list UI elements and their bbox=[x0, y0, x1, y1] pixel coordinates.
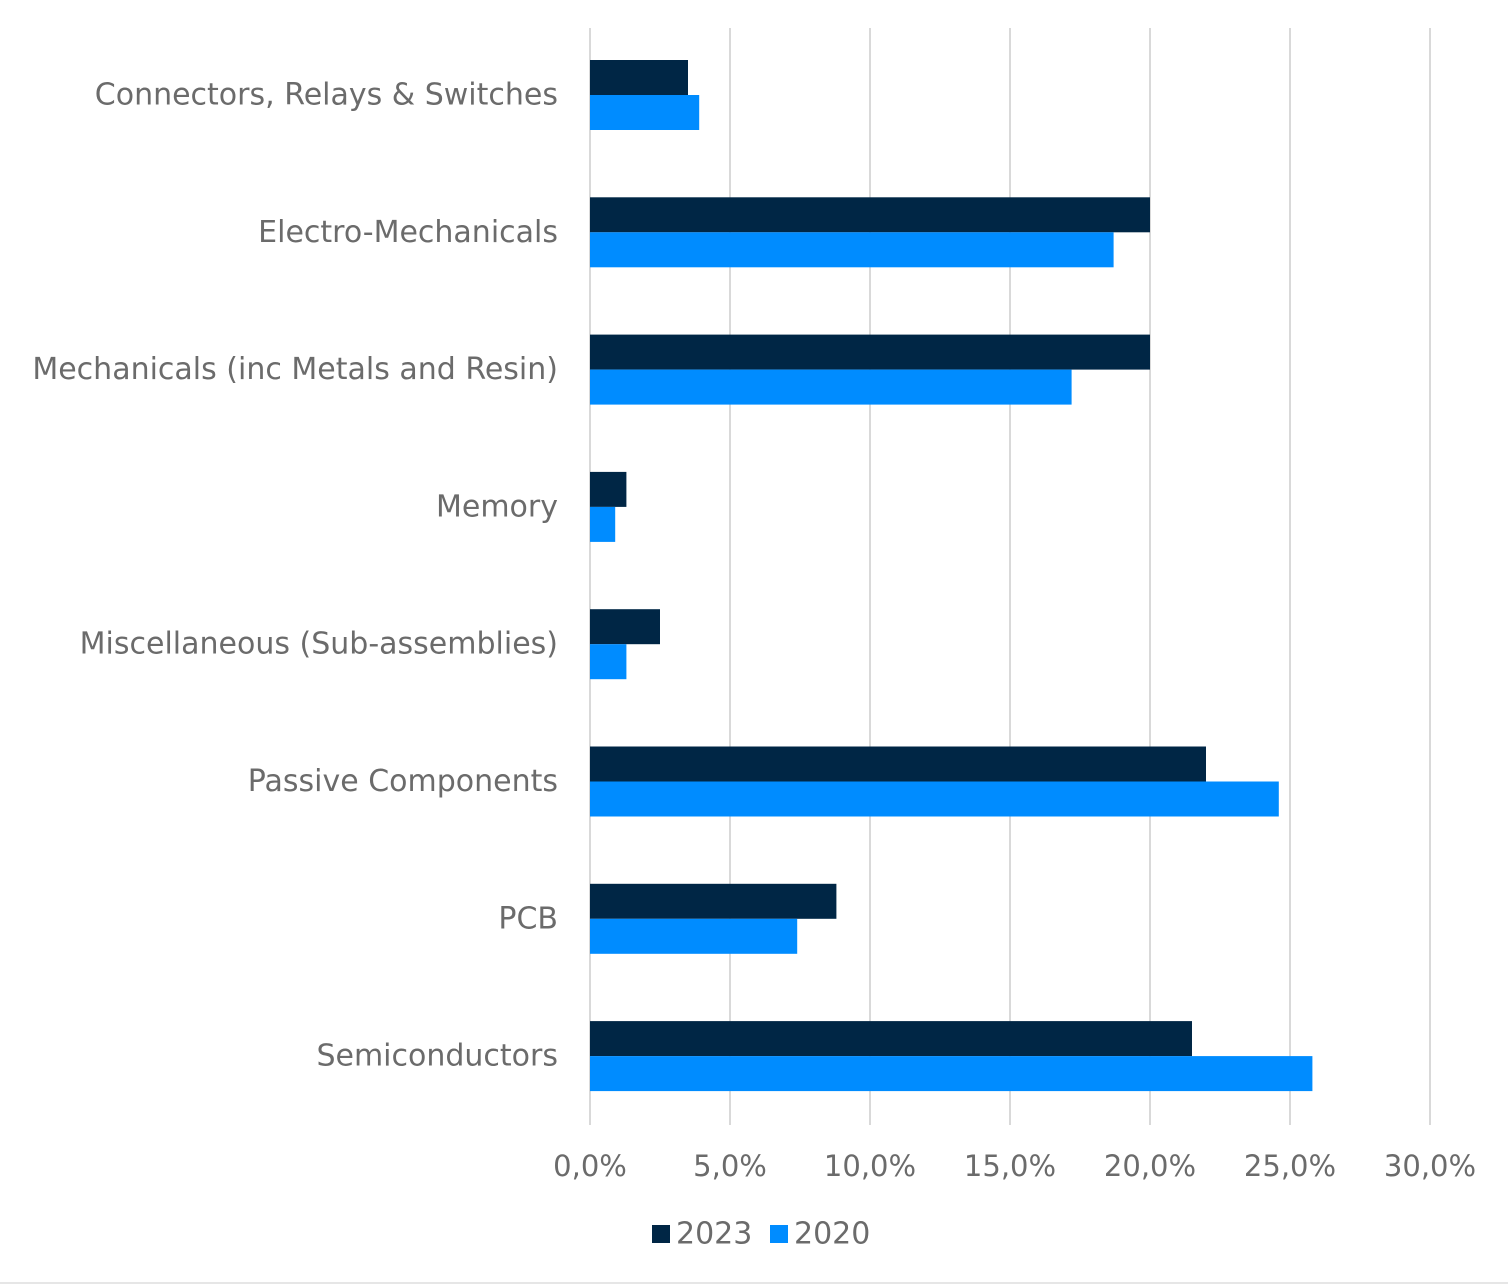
bar-layer bbox=[590, 60, 1313, 1092]
legend-swatch-2020 bbox=[770, 1225, 788, 1243]
bar-2020-7 bbox=[590, 1056, 1313, 1092]
bar-2023-5 bbox=[590, 746, 1206, 782]
bar-2023-0 bbox=[590, 60, 688, 95]
category-label: Miscellaneous (Sub-assemblies) bbox=[80, 627, 558, 662]
x-tick-label: 10,0% bbox=[824, 1149, 916, 1183]
x-tick-label: 25,0% bbox=[1244, 1149, 1336, 1183]
bar-2023-7 bbox=[590, 1021, 1192, 1057]
bar-2023-1 bbox=[590, 197, 1150, 233]
bar-2020-2 bbox=[590, 369, 1072, 405]
bar-2020-3 bbox=[590, 506, 616, 542]
bar-2020-1 bbox=[590, 232, 1114, 268]
bar-2023-2 bbox=[590, 334, 1150, 370]
x-tick-label: 20,0% bbox=[1104, 1149, 1196, 1183]
category-label: Memory bbox=[436, 489, 558, 524]
category-label: PCB bbox=[498, 901, 558, 936]
grid-layer bbox=[589, 28, 1431, 1125]
legend: 2023 2020 bbox=[652, 1217, 870, 1252]
category-label: Mechanicals (inc Metals and Resin) bbox=[32, 352, 558, 387]
category-axis: Connectors, Relays & Switches Electro-Mec… bbox=[32, 78, 558, 1074]
category-label: Connectors, Relays & Switches bbox=[95, 78, 558, 113]
bar-2023-4 bbox=[590, 609, 660, 645]
bar-2020-4 bbox=[590, 644, 627, 680]
x-tick-label: 15,0% bbox=[964, 1149, 1056, 1183]
x-tick-label: 5,0% bbox=[693, 1149, 767, 1183]
bar-2020-6 bbox=[590, 918, 798, 954]
legend-label-2020: 2020 bbox=[794, 1217, 870, 1252]
legend-label-2023: 2023 bbox=[676, 1217, 752, 1252]
bar-2023-3 bbox=[590, 471, 627, 507]
category-label: Passive Components bbox=[248, 764, 558, 799]
value-axis: 0,0% 5,0% 10,0% 15,0% 20,0% 25,0% 30,0% bbox=[553, 1149, 1476, 1183]
legend-swatch-2023 bbox=[652, 1225, 670, 1243]
bar-2020-5 bbox=[590, 781, 1279, 817]
category-label: Electro-Mechanicals bbox=[258, 215, 558, 250]
x-tick-label: 0,0% bbox=[553, 1149, 627, 1183]
bar-2020-0 bbox=[590, 95, 700, 130]
bar-2023-6 bbox=[590, 883, 837, 919]
x-tick-label: 30,0% bbox=[1384, 1149, 1476, 1183]
category-label: Semiconductors bbox=[316, 1039, 558, 1074]
